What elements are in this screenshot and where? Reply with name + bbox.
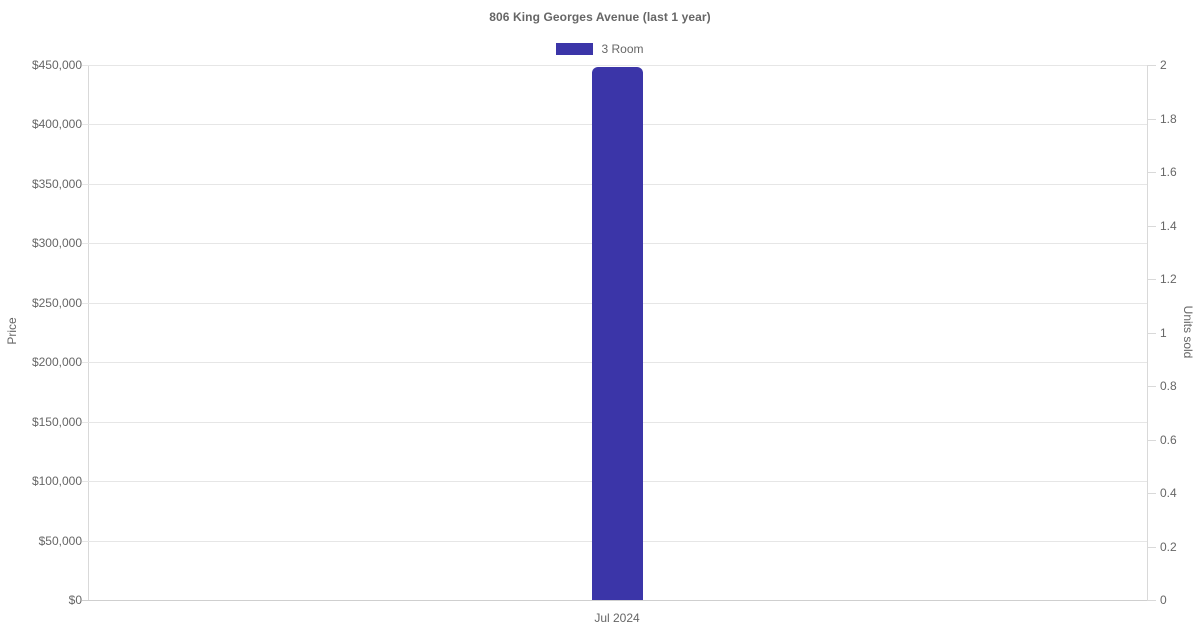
chart-title: 806 King Georges Avenue (last 1 year) — [489, 10, 711, 24]
x-axis-line — [82, 600, 1147, 601]
legend-label-3-room[interactable]: 3 Room — [601, 42, 644, 56]
left-axis-tick-label: $150,000 — [31, 414, 82, 429]
left-axis-tick-label: $350,000 — [31, 176, 82, 191]
legend: 3 Room — [0, 42, 1200, 56]
right-axis-tick-label: 0.2 — [1160, 539, 1177, 554]
left-axis-tick-labels: $450,000 $400,000 $350,000 $300,000 $250,000… — [0, 58, 82, 607]
left-axis-tick-label: $50,000 — [38, 533, 82, 548]
right-axis-tick-mark — [1147, 439, 1156, 441]
right-axis-tick-labels: 2 1.8 1.6 1.4 1.2 1 0.8 0.6 0.4 0.2 0 — [1160, 58, 1200, 607]
right-axis-tick-mark — [1147, 279, 1156, 280]
right-axis-tick-label: 0.4 — [1160, 486, 1177, 500]
legend-swatch-3-room[interactable] — [556, 43, 594, 55]
left-axis-tick-label: $300,000 — [31, 236, 82, 251]
right-axis-tick-label: 1.4 — [1160, 218, 1177, 233]
right-axis-tick-mark — [1147, 493, 1156, 494]
right-axis-tick-mark — [1147, 546, 1156, 548]
right-axis-tick-mark — [1147, 386, 1156, 387]
right-axis-tick-mark — [1147, 172, 1156, 173]
right-axis-tick-label: 0.8 — [1160, 379, 1177, 393]
right-axis-tick-label: 0.6 — [1160, 432, 1177, 447]
right-axis-tick-mark — [1147, 600, 1156, 601]
left-axis-tick-label: $100,000 — [31, 474, 82, 489]
right-axis-tick-mark — [1147, 332, 1156, 334]
right-axis-tick-mark — [1147, 65, 1156, 66]
right-axis-tick-label: 1.2 — [1160, 272, 1177, 286]
plot-area — [82, 65, 1156, 601]
right-axis-tick-mark — [1147, 118, 1156, 120]
left-axis-tick-label: $200,000 — [31, 355, 82, 370]
bar-3-room-jul-2024[interactable] — [592, 67, 643, 600]
right-axis-tick-label: 1 — [1160, 325, 1167, 340]
left-axis-tick-label: $0 — [68, 593, 82, 607]
left-axis-tick-label: $450,000 — [31, 58, 82, 72]
right-axis-tick-label: 2 — [1160, 58, 1167, 72]
x-axis-category-label: Jul 2024 — [594, 611, 640, 625]
left-axis-tick-label: $250,000 — [31, 295, 82, 310]
right-axis-tick-label: 1.6 — [1160, 165, 1177, 179]
right-axis-tick-label: 0 — [1160, 593, 1167, 607]
right-axis-tick-mark — [1147, 225, 1156, 227]
right-axis-tick-label: 1.8 — [1160, 111, 1177, 126]
left-axis-tick-label: $400,000 — [31, 117, 82, 132]
gridline — [82, 65, 1147, 66]
